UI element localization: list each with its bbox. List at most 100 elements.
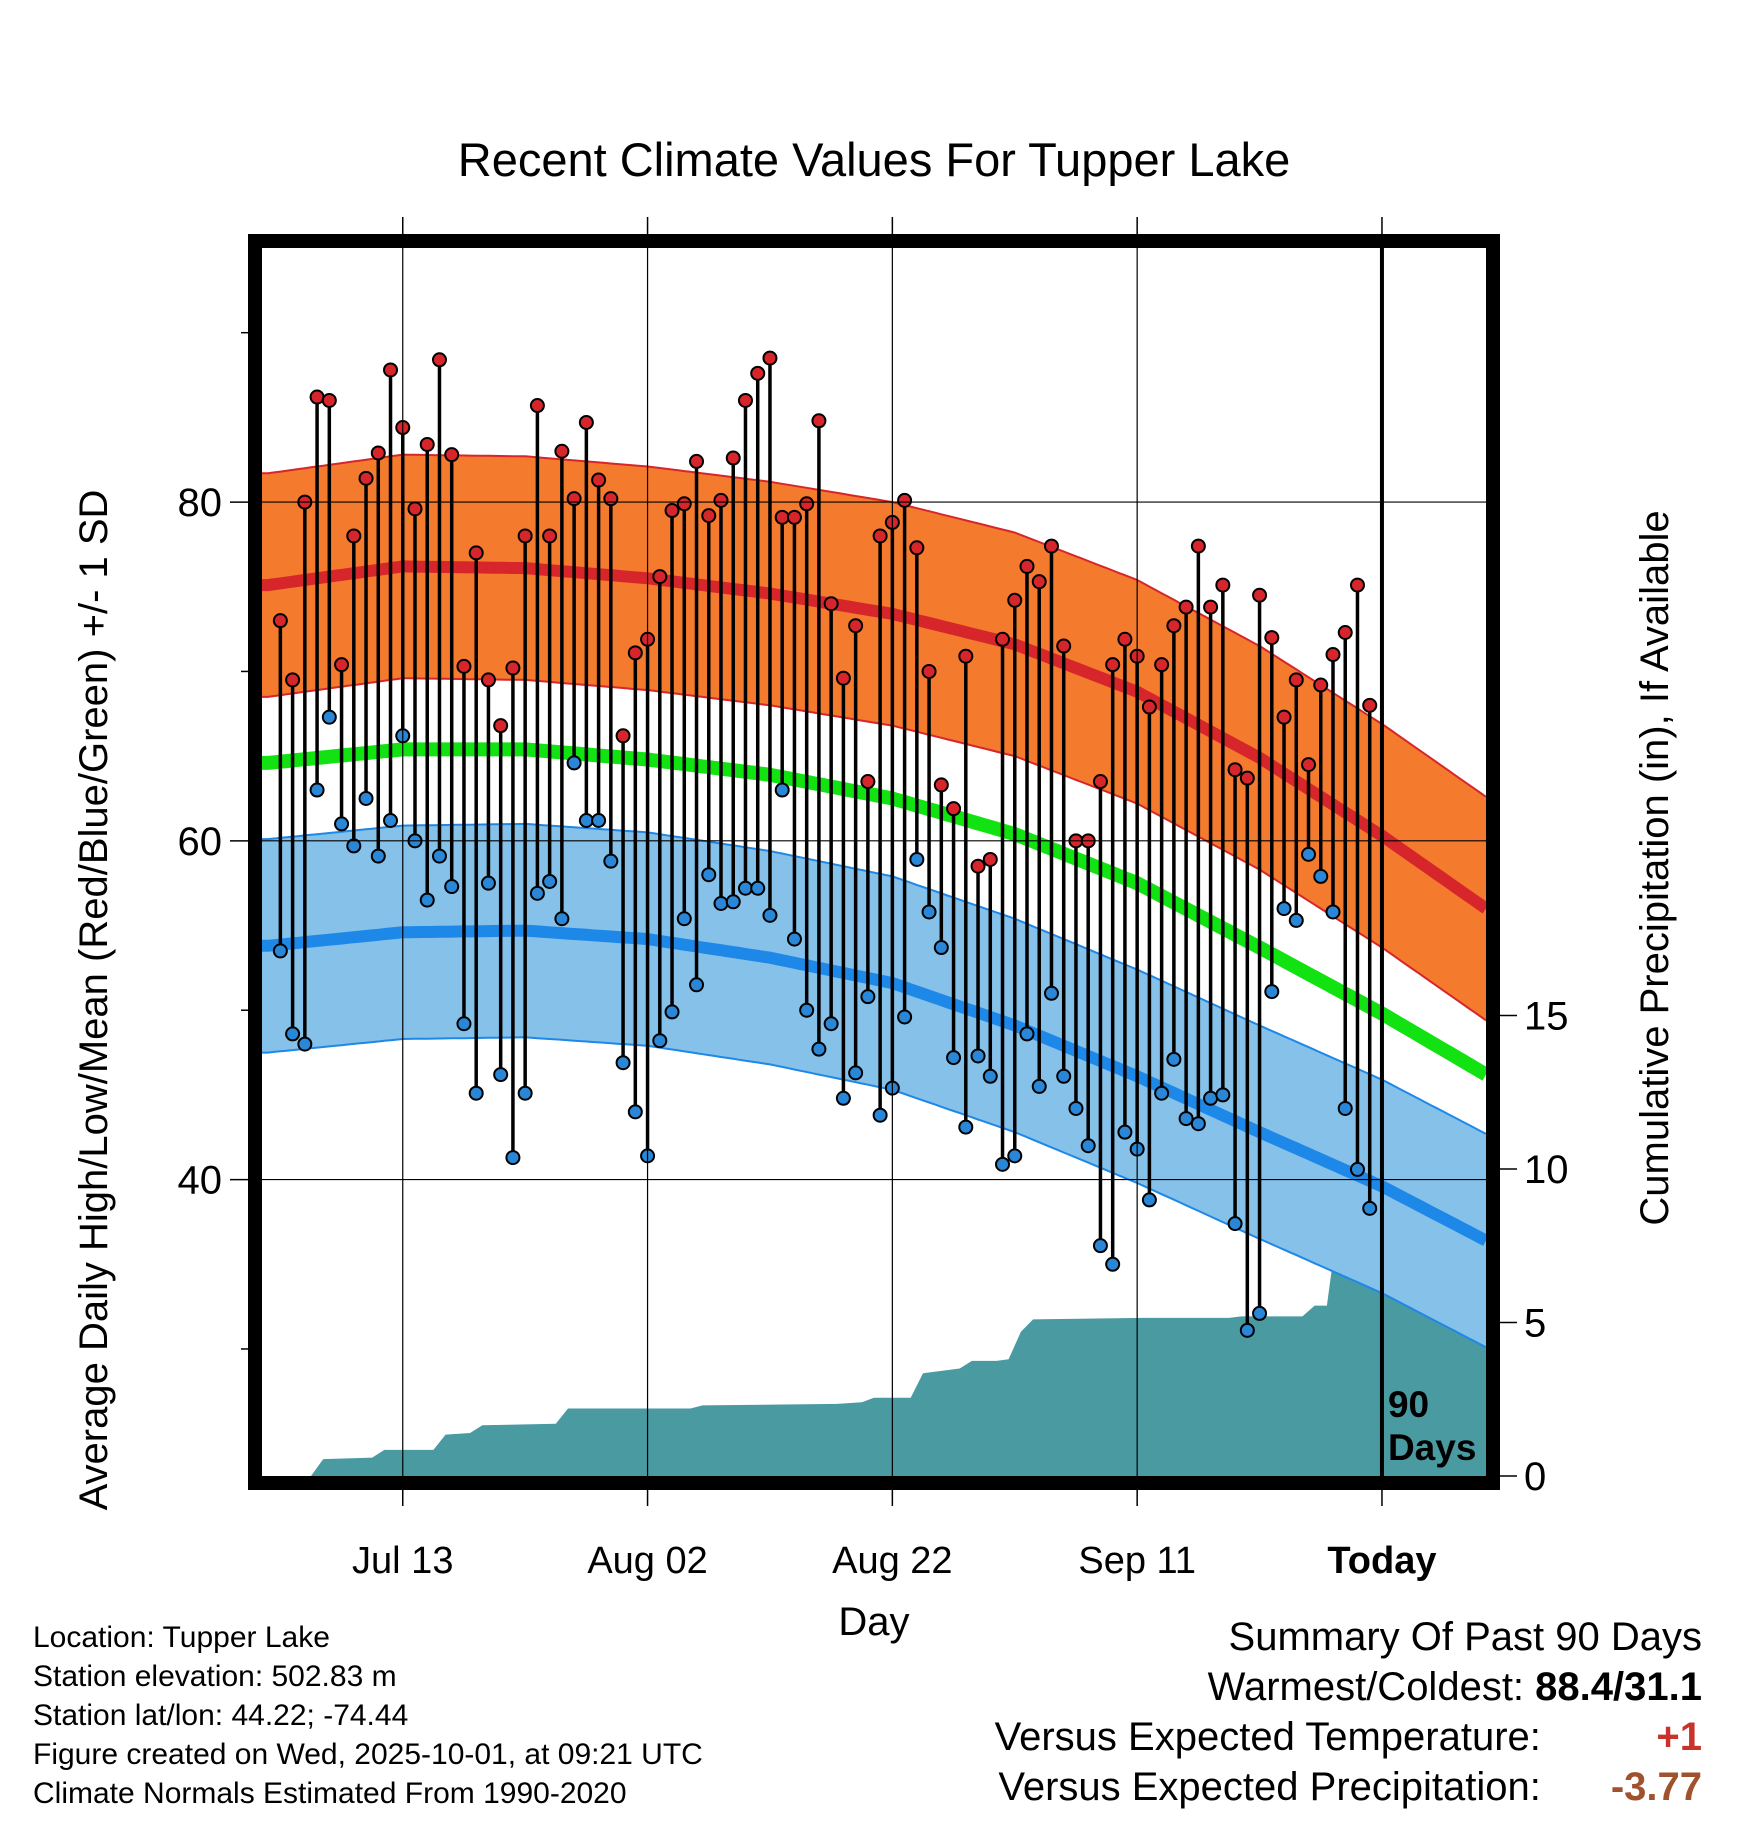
daily-low-point (444, 879, 460, 895)
y-axis-label: Average Daily High/Low/Mean (Red/Blue/Gr… (72, 490, 116, 1511)
daily-low-point (591, 813, 607, 829)
daily-low-point (1031, 1078, 1047, 1094)
daily-low-point (860, 989, 876, 1005)
station-info: Location: Tupper Lake Station elevation:… (33, 1618, 703, 1813)
daily-low-point (1276, 901, 1292, 917)
daily-low-point (897, 1009, 913, 1025)
daily-high-point (529, 398, 545, 414)
daily-low-point (1019, 1026, 1035, 1042)
normal-mean-line (262, 742, 1486, 1081)
daily-low-point (835, 1090, 851, 1106)
daily-high-point (1141, 699, 1157, 715)
daily-low-point (346, 838, 362, 854)
daily-low-point (958, 1119, 974, 1135)
daily-low-point (1092, 1238, 1108, 1254)
daily-low-point (505, 1150, 521, 1166)
daily-high-point (1056, 638, 1072, 654)
daily-high-point (505, 660, 521, 676)
daily-low-point (1203, 1090, 1219, 1106)
daily-low-point (358, 790, 374, 806)
daily-high-point (591, 472, 607, 488)
daily-low-point (1325, 904, 1341, 920)
daily-high-point (346, 528, 362, 544)
summary-panel: Summary Of Past 90 Days Warmest/Coldest:… (995, 1612, 1702, 1812)
temp-anomaly-label: Versus Expected Temperature: (994, 1715, 1541, 1759)
daily-low-point (750, 880, 766, 896)
daily-high-point (407, 501, 423, 517)
daily-low-point (456, 1016, 472, 1032)
daily-low-point (431, 848, 447, 864)
daily-low-point (946, 1050, 962, 1066)
y2-tick-label: 15 (1524, 995, 1569, 1039)
x-tick-label: Jul 13 (352, 1540, 453, 1582)
daily-low-point (309, 782, 325, 798)
daily-high-point (1362, 697, 1378, 713)
daily-high-point (1288, 672, 1304, 688)
daily-low-point (799, 1002, 815, 1018)
daily-low-point (652, 1033, 668, 1049)
daily-high-point (811, 413, 827, 429)
daily-low-point (334, 816, 350, 832)
daily-high-point (1215, 577, 1231, 593)
daily-low-point (578, 813, 594, 829)
daily-high-point (1203, 599, 1219, 615)
daily-high-point (1252, 587, 1268, 603)
daily-high-point (713, 492, 729, 508)
daily-low-point (1215, 1087, 1231, 1103)
daily-low-point (1105, 1256, 1121, 1272)
plot-area (262, 248, 1486, 1476)
daily-low-point (1056, 1068, 1072, 1084)
daily-high-point (334, 657, 350, 673)
daily-low-point (285, 1026, 301, 1042)
daily-low-point (1264, 984, 1280, 1000)
daily-high-point (1007, 592, 1023, 608)
daily-low-point (297, 1036, 313, 1052)
daily-low-point (554, 911, 570, 927)
daily-low-point (1252, 1305, 1268, 1321)
daily-high-point (774, 509, 790, 525)
daily-high-point (897, 492, 913, 508)
daily-low-point (1337, 1100, 1353, 1116)
daily-high-point (737, 392, 753, 408)
daily-low-point (995, 1156, 1011, 1172)
daily-high-point (689, 453, 705, 469)
daily-high-point (1239, 770, 1255, 786)
daily-low-point (468, 1085, 484, 1101)
y-tick-label: 40 (178, 1159, 223, 1203)
daily-high-point (1301, 757, 1317, 773)
daily-high-point (468, 545, 484, 561)
figure-created: Figure created on Wed, 2025-10-01, at 09… (33, 1738, 703, 1771)
daily-high-point (958, 648, 974, 664)
daily-low-point (1227, 1216, 1243, 1232)
daily-high-point (823, 596, 839, 612)
daily-high-point (566, 491, 582, 507)
daily-low-point (370, 848, 386, 864)
y2-tick-label: 5 (1524, 1302, 1546, 1346)
daily-high-point (1337, 624, 1353, 640)
daily-high-point (1190, 538, 1206, 554)
normal-low-lower-edge (262, 1036, 1486, 1349)
x-tick-label: Sep 11 (1078, 1540, 1196, 1582)
daily-high-point (358, 470, 374, 486)
x-tick-label: Today (1327, 1540, 1436, 1582)
daily-low-point (1043, 985, 1059, 1001)
daily-low-point (1178, 1111, 1194, 1127)
daily-high-point (1276, 709, 1292, 725)
daily-low-point (627, 1104, 643, 1120)
daily-low-point (615, 1055, 631, 1071)
daily-low-point (982, 1068, 998, 1084)
daily-high-point (676, 496, 692, 512)
daily-high-point (909, 540, 925, 556)
period-label-number: 90 (1388, 1384, 1429, 1425)
daily-high-point (615, 728, 631, 744)
daily-low-point (921, 904, 937, 920)
daily-low-point (1007, 1148, 1023, 1164)
daily-high-point (1313, 677, 1329, 693)
daily-low-point (1190, 1116, 1206, 1132)
daily-low-point (762, 907, 778, 923)
daily-low-point (909, 851, 925, 867)
daily-high-point (1227, 762, 1243, 778)
daily-high-point (701, 508, 717, 524)
